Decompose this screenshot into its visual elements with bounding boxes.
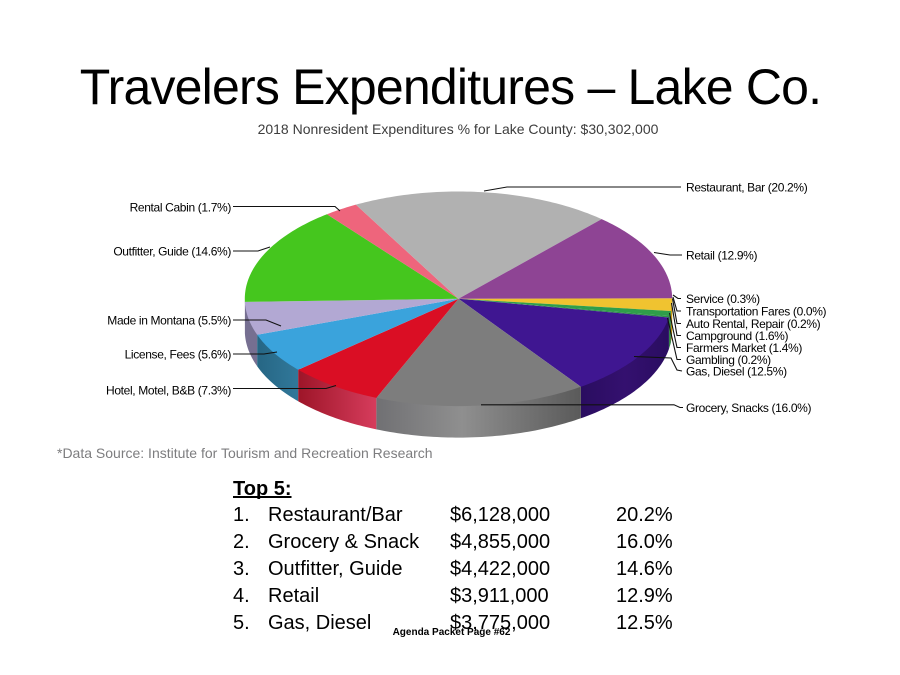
svg-text:Service (0.3%): Service (0.3%)	[686, 292, 760, 306]
svg-text:Hotel, Motel, B&B (7.3%): Hotel, Motel, B&B (7.3%)	[106, 383, 231, 397]
svg-text:Gambling (0.2%): Gambling (0.2%)	[686, 353, 771, 367]
svg-text:Farmers Market (1.4%): Farmers Market (1.4%)	[686, 341, 802, 355]
svg-text:Restaurant, Bar (20.2%): Restaurant, Bar (20.2%)	[686, 180, 808, 194]
svg-text:License, Fees (5.6%): License, Fees (5.6%)	[125, 347, 232, 361]
svg-text:Retail (12.9%): Retail (12.9%)	[686, 248, 757, 262]
svg-text:Transportation Fares (0.0%): Transportation Fares (0.0%)	[686, 304, 827, 318]
svg-text:Auto Rental, Repair (0.2%): Auto Rental, Repair (0.2%)	[686, 317, 821, 331]
svg-text:Gas, Diesel (12.5%): Gas, Diesel (12.5%)	[686, 364, 787, 378]
svg-text:Made in Montana (5.5%): Made in Montana (5.5%)	[107, 313, 231, 327]
svg-text:Campground (1.6%): Campground (1.6%)	[686, 329, 788, 343]
svg-text:Grocery, Snacks (16.0%): Grocery, Snacks (16.0%)	[686, 401, 811, 415]
svg-text:Rental Cabin (1.7%): Rental Cabin (1.7%)	[130, 200, 232, 214]
svg-text:Outfitter, Guide (14.6%): Outfitter, Guide (14.6%)	[113, 244, 231, 258]
